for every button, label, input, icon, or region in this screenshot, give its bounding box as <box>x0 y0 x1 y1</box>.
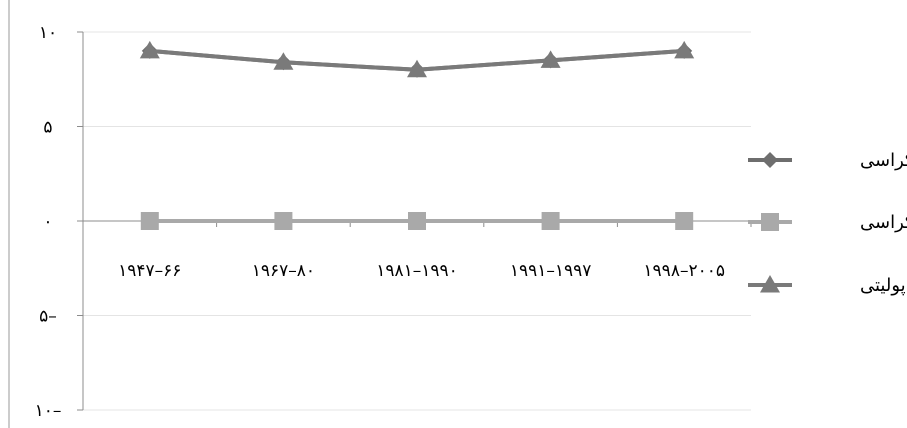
series-1-point-4 <box>675 212 694 230</box>
legend-marker-0 <box>762 152 778 168</box>
series-1-point-3 <box>541 212 560 230</box>
series-2-point-1 <box>273 52 294 70</box>
legend-marker-2 <box>760 275 780 293</box>
gridlines <box>83 31 751 411</box>
y-tick-label-2: ۰ <box>43 212 52 232</box>
y-tick-label-1: ۵ <box>43 118 52 138</box>
series-group <box>139 40 695 230</box>
series-1-point-0 <box>140 212 159 230</box>
x-tick-label-4: ۱۹۹۸–۲۰۰۵ <box>643 261 725 281</box>
y-tick-label-0: ۱۰ <box>39 23 57 43</box>
x-tick-label-3: ۱۹۹۱–۱۹۹۷ <box>510 261 592 281</box>
legend: دموکراسی اتوکراسی پولیتی <box>748 150 907 296</box>
series-2-point-3 <box>540 50 561 68</box>
legend-marker-1 <box>761 213 779 231</box>
x-tick-labels: ۱۹۴۷–۶۶ ۱۹۶۷–۸۰ ۱۹۸۱–۱۹۹۰ ۱۹۹۱–۱۹۹۷ ۱۹۹۸–۲۰۰… <box>118 261 725 281</box>
y-tick-label-4: ۱۰– <box>35 401 62 421</box>
series-1 <box>140 212 694 230</box>
y-tick-labels: ۱۰ ۵ ۰ ۵– ۱۰– <box>35 23 62 421</box>
series-1-point-1 <box>274 212 293 230</box>
legend-label-0: دموکراسی <box>860 150 907 171</box>
x-tick-label-2: ۱۹۸۱–۱۹۹۰ <box>376 261 458 281</box>
y-tick-label-3: ۵– <box>39 307 57 327</box>
series-2 <box>139 40 695 78</box>
legend-label-1: اتوکراسی <box>860 212 907 233</box>
legend-label-2: پولیتی <box>860 275 906 296</box>
axes <box>8 0 752 428</box>
series-2-point-2 <box>407 59 427 78</box>
x-tick-label-1: ۱۹۶۷–۸۰ <box>252 261 315 281</box>
series-2-point-4 <box>674 40 695 59</box>
x-tick-label-0: ۱۹۴۷–۶۶ <box>118 261 181 281</box>
series-2-point-0 <box>139 40 160 59</box>
series-1-point-2 <box>408 212 426 230</box>
